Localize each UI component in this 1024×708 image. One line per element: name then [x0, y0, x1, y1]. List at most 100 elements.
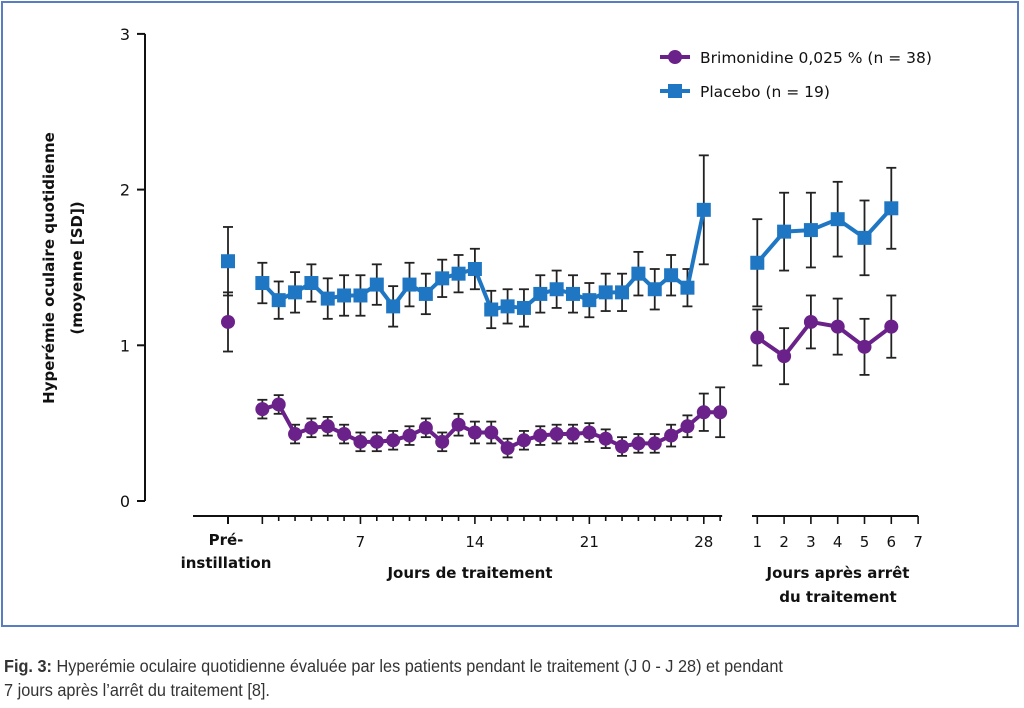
x-tick-label-post: 4: [833, 533, 843, 551]
data-point-treatment-placebo: [484, 302, 499, 317]
data-point-treatment-placebo: [696, 202, 711, 217]
x-label-pre-line1: Pré-: [209, 531, 244, 549]
legend-label-brimonidine: Brimonidine 0,025 % (n = 38): [700, 49, 932, 67]
data-point-treatment-placebo: [598, 285, 613, 300]
legend: Brimonidine 0,025 % (n = 38) Placebo (n …: [660, 49, 932, 101]
data-point-treatment-placebo: [467, 262, 482, 277]
data-point-treatment-placebo: [647, 282, 662, 297]
data-point-treatment-placebo: [566, 286, 580, 301]
x-label-pre-line2: instillation: [181, 554, 272, 572]
data-point-treatment-brimonidine: [631, 436, 646, 451]
data-point-treatment-brimonidine: [566, 427, 580, 442]
y-tick-label: 2: [120, 181, 130, 200]
data-point-treatment-placebo: [369, 277, 384, 292]
data-point-treatment-brimonidine: [598, 431, 613, 446]
data-point-treatment-placebo: [386, 299, 401, 314]
data-point-treatment-placebo: [271, 293, 286, 308]
data-point-post-placebo: [884, 201, 899, 216]
x-tick-label-treatment: 7: [356, 533, 366, 551]
data-point-treatment-brimonidine: [304, 420, 319, 435]
data-point-post-placebo: [830, 212, 845, 227]
x-tick-label-post: 1: [753, 533, 763, 551]
data-point-treatment-brimonidine: [713, 405, 728, 420]
data-point-post-placebo: [777, 224, 792, 239]
data-point-treatment-brimonidine: [288, 427, 303, 442]
caption-label: Fig. 3:: [4, 656, 52, 676]
data-point-treatment-placebo: [664, 268, 679, 283]
data-point-treatment-brimonidine: [353, 434, 368, 449]
data-point-post-brimonidine: [777, 349, 792, 364]
legend-marker-brimonidine: [668, 50, 682, 64]
data-point-treatment-placebo: [582, 293, 597, 308]
x-tick-label-post: 5: [860, 533, 870, 551]
data-point-treatment-placebo: [288, 285, 303, 300]
data-point-treatment-placebo: [418, 286, 433, 301]
data-point-treatment-brimonidine: [484, 425, 499, 440]
data-point-treatment-brimonidine: [680, 419, 695, 434]
x-tick-label-post: 3: [806, 533, 816, 551]
x-label-treatment: Jours de traitement: [386, 564, 552, 582]
data-point-post-brimonidine: [884, 319, 899, 334]
data-point-treatment-brimonidine: [696, 405, 711, 420]
data-point-treatment-brimonidine: [451, 417, 466, 432]
data-point-treatment-placebo: [549, 282, 564, 297]
data-point-treatment-brimonidine: [582, 425, 597, 440]
data-point-treatment-brimonidine: [516, 433, 531, 448]
data-point-pre-brimonidine: [221, 314, 235, 329]
data-point-treatment-brimonidine: [664, 428, 679, 443]
data-point-treatment-placebo: [680, 280, 695, 295]
data-point-treatment-placebo: [631, 266, 646, 281]
data-point-treatment-brimonidine: [255, 402, 270, 417]
data-point-treatment-placebo: [353, 288, 368, 303]
legend-label-placebo: Placebo (n = 19): [700, 83, 830, 101]
figure-frame: [1, 1, 1019, 627]
x-label-post-line1: Jours après arrêt: [766, 564, 910, 582]
data-point-post-brimonidine: [803, 314, 818, 329]
data-point-treatment-brimonidine: [467, 425, 482, 440]
marks: [221, 154, 899, 459]
caption-text-line2: 7 jours après l’arrêt du traitement [8].: [4, 680, 270, 700]
x-tick-label-treatment: 14: [465, 533, 484, 551]
caption-text: Hyperémie oculaire quotidienne évaluée p…: [51, 656, 783, 676]
y-tick-label: 0: [120, 492, 130, 511]
data-point-pre-placebo: [221, 254, 235, 269]
legend-marker-placebo: [668, 84, 682, 98]
data-point-treatment-placebo: [516, 300, 531, 315]
y-axis-label-line1: Hyperémie oculaire quotidienne: [40, 132, 58, 404]
data-point-treatment-placebo: [451, 266, 466, 281]
data-point-treatment-placebo: [615, 285, 630, 300]
data-point-post-placebo: [857, 230, 872, 245]
x-tick-label-treatment: 28: [694, 533, 713, 551]
data-point-treatment-brimonidine: [320, 419, 335, 434]
data-point-treatment-brimonidine: [418, 420, 433, 435]
data-point-treatment-brimonidine: [386, 433, 401, 448]
data-point-post-brimonidine: [750, 330, 765, 345]
data-point-treatment-brimonidine: [369, 434, 384, 449]
y-tick-label: 1: [120, 336, 130, 355]
data-point-treatment-placebo: [304, 276, 319, 291]
figure-caption: Fig. 3: Hyperémie oculaire quotidienne é…: [4, 654, 953, 702]
data-point-treatment-placebo: [435, 271, 450, 286]
x-tick-label-treatment: 21: [580, 533, 599, 551]
data-point-treatment-placebo: [500, 299, 515, 314]
data-point-post-brimonidine: [857, 339, 872, 354]
data-point-post-placebo: [803, 223, 818, 238]
x-label-post-line2: du traitement: [779, 588, 896, 606]
data-point-treatment-brimonidine: [402, 428, 417, 443]
data-point-treatment-placebo: [320, 291, 335, 306]
series-line-treatment-placebo: [260, 209, 706, 312]
data-point-treatment-brimonidine: [549, 427, 564, 442]
data-point-treatment-placebo: [255, 276, 270, 291]
data-point-treatment-brimonidine: [271, 397, 286, 412]
data-point-treatment-brimonidine: [500, 441, 515, 456]
data-point-treatment-brimonidine: [647, 436, 662, 451]
data-point-post-placebo: [750, 255, 765, 270]
data-point-treatment-brimonidine: [615, 439, 630, 454]
data-point-treatment-placebo: [402, 277, 417, 292]
data-point-treatment-brimonidine: [337, 427, 352, 442]
data-point-treatment-placebo: [533, 286, 548, 301]
y-tick-label: 3: [120, 25, 130, 44]
x-tick-label-post: 7: [913, 533, 923, 551]
